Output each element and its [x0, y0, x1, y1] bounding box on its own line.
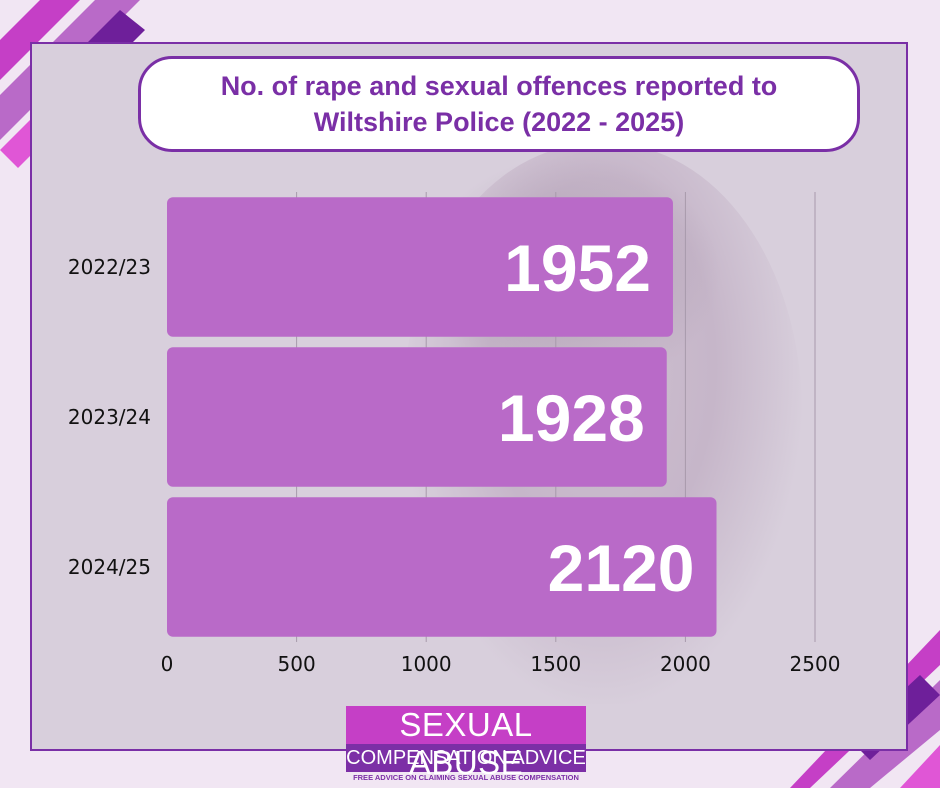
chart-title: No. of rape and sexual offences reported…: [220, 71, 778, 137]
logo-line1: SEXUAL ABUSE: [346, 706, 586, 781]
category-label-2022-23: 2022/23: [68, 255, 151, 279]
x-tick-label-0: 0: [161, 652, 174, 676]
logo-tagline: FREE ADVICE ON CLAIMING SEXUAL ABUSE COM…: [353, 773, 579, 782]
data-label-2024-25: 2120: [548, 531, 695, 605]
x-tick-label-2500: 2500: [790, 652, 841, 676]
bar-2024-25: [167, 497, 717, 637]
x-tick-label-1000: 1000: [401, 652, 452, 676]
x-tick-label-2000: 2000: [660, 652, 711, 676]
x-tick-label-1500: 1500: [530, 652, 581, 676]
category-label-2024-25: 2024/25: [68, 555, 151, 579]
brand-logo: SEXUAL ABUSE COMPENSATION ADVICE FREE AD…: [346, 706, 586, 784]
data-label-2022-23: 1952: [504, 231, 651, 305]
x-tick-label-500: 500: [278, 652, 316, 676]
bar-2022-23: [167, 197, 673, 337]
logo-line2: COMPENSATION ADVICE: [346, 744, 586, 772]
category-label-2023-24: 2023/24: [68, 405, 151, 429]
bar-2023-24: [167, 347, 667, 487]
data-label-2023-24: 1928: [498, 381, 645, 455]
chart-title-box: No. of rape and sexual offences reported…: [138, 56, 860, 152]
